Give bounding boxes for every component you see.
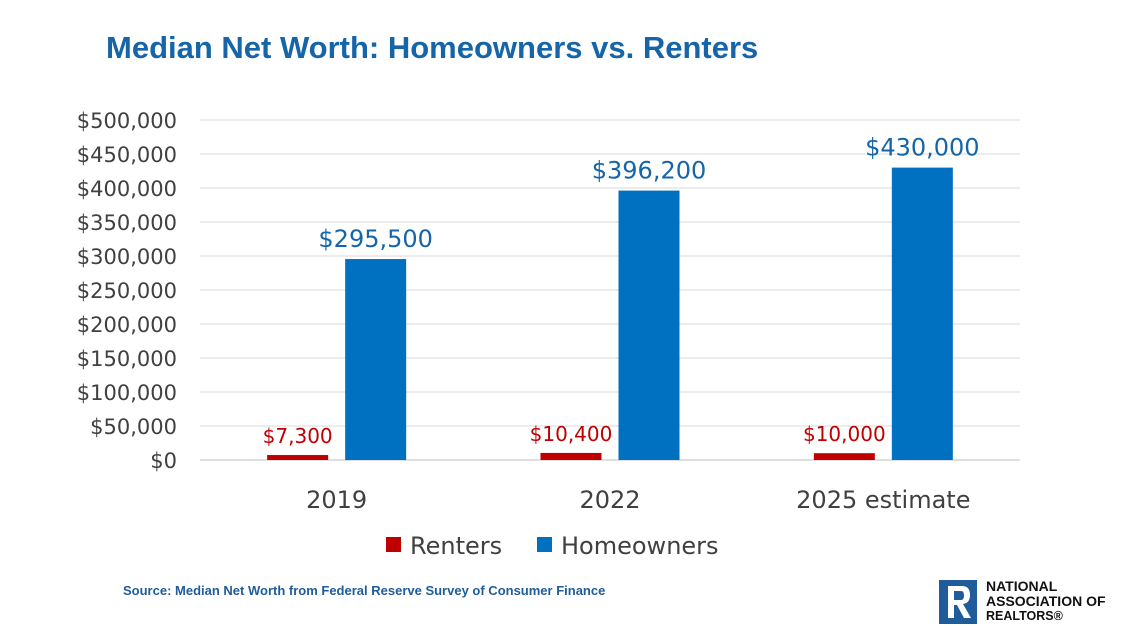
bars: [267, 167, 953, 461]
y-tick-label: $150,000: [77, 347, 177, 371]
y-tick-label: $250,000: [77, 279, 177, 303]
bar-chart: $0 $50,000 $100,000 $150,000 $200,000 $250,00…: [77, 109, 1020, 560]
y-tick-label: $50,000: [90, 415, 177, 439]
y-axis-ticks: $0 $50,000 $100,000 $150,000 $200,000 $250,00…: [77, 109, 177, 473]
data-label-homeowners: $396,200: [592, 157, 707, 185]
y-tick-label: $400,000: [77, 177, 177, 201]
legend-label-homeowners: Homeowners: [561, 532, 719, 560]
data-label-renters: $7,300: [263, 424, 333, 448]
logo-line-3: REALTORS®: [986, 609, 1063, 623]
bar-renters: [540, 452, 602, 460]
logo-line-2: ASSOCIATION OF: [986, 593, 1106, 609]
logo-line-1: NATIONAL: [986, 578, 1058, 594]
x-tick-label: 2025 estimate: [796, 486, 970, 514]
data-label-renters: $10,000: [803, 422, 886, 446]
data-label-homeowners: $430,000: [865, 134, 980, 162]
x-axis-ticks: 2019 2022 2025 estimate: [306, 486, 970, 514]
nar-logo: NATIONAL ASSOCIATION OF REALTORS®: [939, 578, 1129, 626]
y-tick-label: $450,000: [77, 143, 177, 167]
y-tick-label: $100,000: [77, 381, 177, 405]
logo-wordmark: NATIONAL ASSOCIATION OF REALTORS®: [986, 578, 1106, 624]
y-tick-label: $200,000: [77, 313, 177, 337]
gridlines: [200, 119, 1020, 461]
data-labels: $7,300 $295,500 $10,400 $396,200 $10,000 $430…: [263, 134, 980, 448]
data-label-homeowners: $295,500: [318, 225, 433, 253]
y-tick-label: $300,000: [77, 245, 177, 269]
legend-label-renters: Renters: [410, 532, 502, 560]
x-tick-label: 2022: [579, 486, 640, 514]
y-tick-label: $0: [150, 449, 177, 473]
legend-swatch-renters: [386, 537, 401, 552]
source-note: Source: Median Net Worth from Federal Re…: [123, 583, 606, 598]
chart-title: Median Net Worth: Homeowners vs. Renters: [106, 30, 759, 65]
y-tick-label: $500,000: [77, 109, 177, 133]
realtor-r-icon: [939, 580, 977, 624]
bar-homeowners: [345, 259, 407, 460]
x-tick-label: 2019: [306, 486, 367, 514]
legend-swatch-homeowners: [537, 537, 552, 552]
bar-homeowners: [891, 167, 953, 460]
bar-renters: [267, 455, 329, 460]
data-label-renters: $10,400: [530, 422, 613, 446]
y-tick-label: $350,000: [77, 211, 177, 235]
legend: Renters Homeowners: [386, 532, 719, 560]
bar-homeowners: [618, 190, 680, 461]
bar-renters: [813, 453, 875, 460]
